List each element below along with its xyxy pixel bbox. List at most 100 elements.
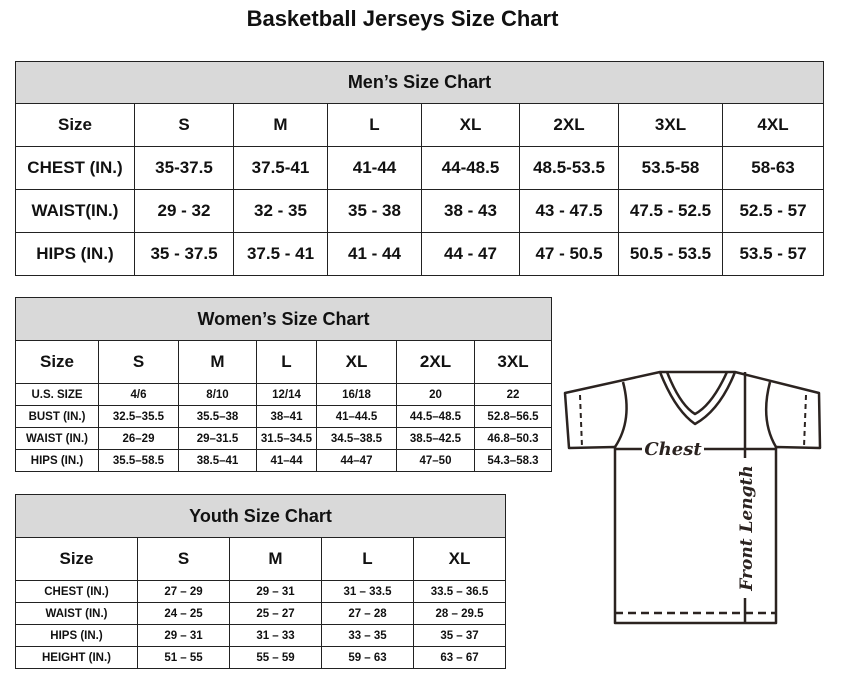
table-cell: 31 – 33 (229, 624, 322, 647)
table-cell: 29 – 31 (137, 624, 230, 647)
table-cell: 3XL (473, 340, 553, 384)
table-cell: 3XL (618, 103, 723, 147)
table-cell: 32.5–35.5 (98, 405, 179, 428)
table-cell: L (256, 340, 317, 384)
jersey-diagram: Chest Front Length (563, 370, 822, 625)
table-caption: Men’s Size Chart (15, 61, 824, 104)
table-cell: 24 – 25 (137, 602, 230, 625)
table-cell: 20 (396, 383, 475, 406)
table-cell: XL (412, 537, 507, 581)
table-row: WAIST (IN.) 26–29 29–31.5 31.5–34.5 34.5–38.… (15, 427, 553, 450)
table-cell: L (321, 537, 414, 581)
table-cell: 22 (473, 383, 553, 406)
table-cell: 58-63 (722, 146, 824, 190)
table-cell: 41 - 44 (327, 232, 422, 276)
table-cell: 25 – 27 (229, 602, 322, 625)
header-row: Size S M L XL 2XL 3XL (15, 340, 553, 384)
table-cell: 35 - 37.5 (134, 232, 234, 276)
table-cell: 31 – 33.5 (321, 580, 414, 603)
table-row: WAIST(IN.) 29 - 32 32 - 35 35 - 38 38 - 43 43… (15, 189, 824, 233)
table-cell: S (134, 103, 234, 147)
row-label: WAIST(IN.) (15, 189, 135, 233)
table-cell: 44 - 47 (421, 232, 520, 276)
row-label: Size (15, 103, 135, 147)
row-label: HIPS (IN.) (15, 232, 135, 276)
front-length-label: Front Length (737, 465, 757, 591)
table-cell: 44–47 (316, 449, 397, 472)
table-cell: L (327, 103, 422, 147)
table-cell: 38–41 (256, 405, 317, 428)
table-cell: XL (421, 103, 520, 147)
table-cell: 2XL (396, 340, 475, 384)
table-cell: 52.8–56.5 (473, 405, 553, 428)
row-label: HIPS (IN.) (15, 449, 99, 472)
table-cell: 51 – 55 (137, 646, 230, 669)
table-cell: 43 - 47.5 (519, 189, 619, 233)
row-label: HIPS (IN.) (15, 624, 138, 647)
table-cell: 47.5 - 52.5 (618, 189, 723, 233)
header-row: Size S M L XL (15, 537, 507, 581)
table-cell: 38.5–42.5 (396, 427, 475, 450)
table-cell: 55 – 59 (229, 646, 322, 669)
mens-size-table: Men’s Size Chart Size S M L XL 2XL 3XL 4XL CHEST … (15, 61, 824, 276)
row-label: Size (15, 537, 138, 581)
table-cell: 54.3–58.3 (473, 449, 553, 472)
table-cell: 41–44 (256, 449, 317, 472)
header-row: Size S M L XL 2XL 3XL 4XL (15, 103, 824, 147)
table-caption: Women’s Size Chart (14, 297, 553, 341)
table-cell: 35.5–58.5 (98, 449, 179, 472)
table-cell: 44.5–48.5 (396, 405, 475, 428)
table-row: HIPS (IN.) 29 – 31 31 – 33 33 – 35 35 – 37 (15, 624, 507, 647)
table-cell: 50.5 - 53.5 (618, 232, 723, 276)
table-cell: 35 - 38 (327, 189, 422, 233)
table-row: U.S. SIZE 4/6 8/10 12/14 16/18 20 22 (15, 383, 553, 406)
table-row: HIPS (IN.) 35 - 37.5 37.5 - 41 41 - 44 44 - … (15, 232, 824, 276)
row-label: Size (15, 340, 99, 384)
table-cell: 41-44 (327, 146, 422, 190)
table-cell: 44-48.5 (421, 146, 520, 190)
table-cell: M (229, 537, 322, 581)
row-label: HEIGHT (IN.) (15, 646, 138, 669)
table-cell: 47–50 (396, 449, 475, 472)
row-label: WAIST (IN.) (15, 602, 138, 625)
table-row: HEIGHT (IN.) 51 – 55 55 – 59 59 – 63 63 – 67 (15, 646, 507, 669)
table-cell: 37.5-41 (233, 146, 328, 190)
table-cell: 52.5 - 57 (722, 189, 824, 233)
row-label: CHEST (IN.) (15, 580, 138, 603)
table-cell: 48.5-53.5 (519, 146, 619, 190)
table-cell: 2XL (519, 103, 619, 147)
table-row: CHEST (IN.) 35-37.5 37.5-41 41-44 44-48.5 48.… (15, 146, 824, 190)
table-cell: 26–29 (98, 427, 179, 450)
table-row: BUST (IN.) 32.5–35.5 35.5–38 38–41 41–44.5 44… (15, 405, 553, 428)
table-cell: 29–31.5 (178, 427, 257, 450)
youth-size-table: Youth Size Chart Size S M L XL CHEST (IN.) 27 –… (14, 494, 507, 669)
table-cell: S (137, 537, 230, 581)
table-cell: 27 – 29 (137, 580, 230, 603)
table-cell: 53.5 - 57 (722, 232, 824, 276)
table-cell: M (233, 103, 328, 147)
table-caption: Youth Size Chart (14, 494, 507, 538)
table-row: CHEST (IN.) 27 – 29 29 – 31 31 – 33.5 33.5 –… (15, 580, 507, 603)
table-cell: 41–44.5 (316, 405, 397, 428)
page-title: Basketball Jerseys Size Chart (246, 6, 559, 31)
table-cell: 33.5 – 36.5 (412, 580, 507, 603)
table-cell: S (98, 340, 179, 384)
row-label: WAIST (IN.) (15, 427, 99, 450)
table-cell: 37.5 - 41 (233, 232, 328, 276)
row-label: BUST (IN.) (15, 405, 99, 428)
table-cell: 35-37.5 (134, 146, 234, 190)
table-cell: 16/18 (316, 383, 397, 406)
table-cell: 59 – 63 (321, 646, 414, 669)
table-cell: 34.5–38.5 (316, 427, 397, 450)
table-cell: 63 – 67 (412, 646, 507, 669)
table-cell: 35 – 37 (412, 624, 507, 647)
row-label: U.S. SIZE (15, 383, 99, 406)
table-cell: 46.8–50.3 (473, 427, 553, 450)
table-cell: 4XL (722, 103, 824, 147)
table-cell: 4/6 (98, 383, 179, 406)
table-cell: 27 – 28 (321, 602, 414, 625)
womens-size-table: Women’s Size Chart Size S M L XL 2XL 3XL U.S. SI… (14, 297, 553, 472)
chest-label: Chest (644, 439, 702, 460)
table-cell: 8/10 (178, 383, 257, 406)
table-cell: 31.5–34.5 (256, 427, 317, 450)
